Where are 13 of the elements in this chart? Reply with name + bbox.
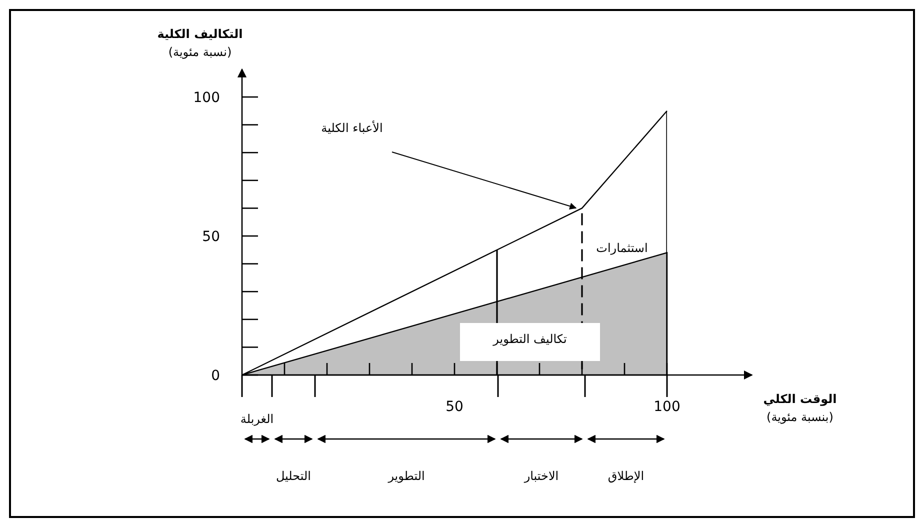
text: التحليل (276, 469, 312, 483)
y-tick-label: 100 (193, 90, 220, 106)
annotation: تكاليف التطوير (492, 332, 567, 346)
text: الغربلة (240, 412, 274, 426)
text: الاختبار (523, 469, 559, 483)
text: التطوير (387, 469, 425, 483)
y-axis-title: التكاليف الكلية (نسبة مئوية) (157, 27, 243, 59)
y-tick-label: 50 (202, 229, 220, 245)
annotation: الأعباء الكلية (321, 120, 383, 135)
x-axis-title: الوقت الكلي (بنسبة مئوية) (763, 392, 837, 424)
text: الإطلاق (608, 469, 644, 483)
y-tick-label: 0 (211, 368, 220, 384)
annotation: استثمارات (596, 241, 648, 255)
